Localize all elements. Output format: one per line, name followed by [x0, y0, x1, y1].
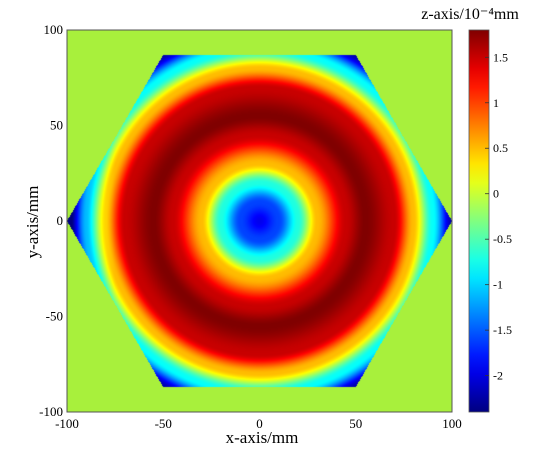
colorbar-label: z-axis/10⁻⁴mm [421, 6, 519, 23]
x-tick-label: -100 [55, 416, 79, 431]
plot-frame [66, 29, 453, 413]
colorbar-tick-label: 0.5 [493, 141, 508, 155]
x-tick-label: 100 [442, 416, 462, 431]
x-tick-label: 0 [256, 416, 263, 431]
colorbar-tick-label: 0 [493, 187, 499, 201]
y-tick-label: 0 [57, 213, 64, 228]
colorbar-tick-label: 1 [493, 96, 499, 110]
y-tick-label: 100 [44, 22, 64, 37]
colorbar: 1.5 1 0.5 0 -0.5 -1 -1.5 -2 [468, 29, 512, 413]
colorbar-gradient [468, 29, 490, 413]
colorbar-tick-label: -1.5 [493, 323, 512, 337]
y-tick-label: 50 [50, 118, 63, 133]
colorbar-tick-label: -0.5 [493, 232, 512, 246]
colorbar-tick-label: -1 [493, 278, 503, 292]
colorbar-tick-label: 1.5 [493, 50, 508, 64]
x-tick-label: -50 [155, 416, 172, 431]
x-tick-label: 50 [349, 416, 362, 431]
heatmap-surface [67, 30, 452, 412]
x-axis-ticks: -100 -50 0 50 100 [55, 416, 462, 431]
y-axis-ticks: 100 50 0 -50 -100 [39, 22, 63, 419]
colorbar-ticks: 1.5 1 0.5 0 -0.5 -1 -1.5 -2 [485, 50, 512, 383]
colorbar-tick-label: -2 [493, 369, 503, 383]
y-tick-label: -100 [39, 404, 63, 419]
y-axis-label: y-axis/mm [23, 186, 42, 259]
y-tick-label: -50 [46, 309, 63, 324]
plot-area [66, 29, 453, 413]
x-axis-label: x-axis/mm [226, 428, 299, 447]
